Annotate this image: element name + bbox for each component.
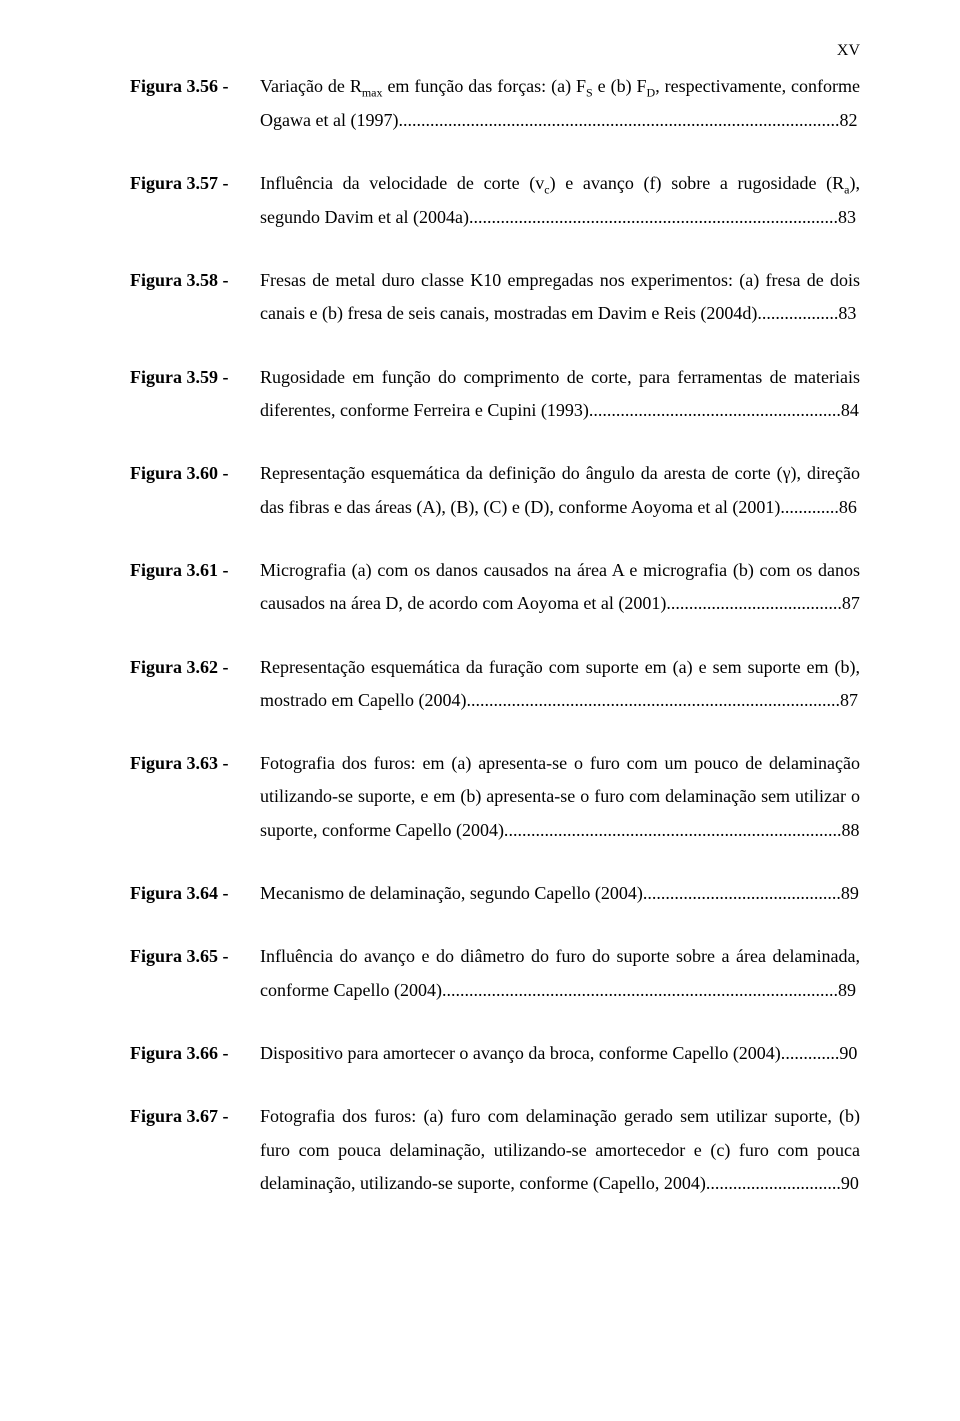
leader-dots: ........................................… <box>471 690 840 710</box>
figure-label: Figura 3.56 - <box>130 70 260 137</box>
figure-label: Figura 3.63 - <box>130 747 260 847</box>
figure-description: Fresas de metal duro classe K10 empregad… <box>260 264 860 331</box>
leader-dots: ................. <box>762 303 839 323</box>
figure-page-ref: 86 <box>839 497 857 517</box>
figure-label: Figura 3.66 - <box>130 1037 260 1070</box>
figure-entry: Figura 3.60 - Representação esquemática … <box>130 457 860 524</box>
figure-entry: Figura 3.65 - Influência do avanço e do … <box>130 940 860 1007</box>
figure-description: Influência do avanço e do diâmetro do fu… <box>260 940 860 1007</box>
figure-desc-text: Mecanismo de delaminação, segundo Capell… <box>260 883 647 903</box>
figure-description: Mecanismo de delaminação, segundo Capell… <box>260 877 860 910</box>
figure-desc-text: Representação esquemática da definição d… <box>260 463 860 516</box>
leader-dots: ............................. <box>710 1173 841 1193</box>
figure-desc-text: Dispositivo para amortecer o avanço da b… <box>260 1043 785 1063</box>
leader-dots: ........................................… <box>593 400 841 420</box>
figure-entry: Figura 3.57 - Influência da velocidade d… <box>130 167 860 234</box>
figure-entry: Figura 3.64 - Mecanismo de delaminação, … <box>130 877 860 910</box>
figure-label: Figura 3.57 - <box>130 167 260 234</box>
figure-page-ref: 83 <box>838 303 856 323</box>
leader-dots: ........................................… <box>508 820 841 840</box>
leader-dots: ........................................… <box>473 207 838 227</box>
figure-description: Dispositivo para amortecer o avanço da b… <box>260 1037 860 1070</box>
figure-entry: Figura 3.62 - Representação esquemática … <box>130 651 860 718</box>
figure-page-ref: 87 <box>840 690 858 710</box>
figure-description: Rugosidade em função do comprimento de c… <box>260 361 860 428</box>
figure-label: Figura 3.59 - <box>130 361 260 428</box>
figure-description: Variação de Rmax em função das forças: (… <box>260 70 860 137</box>
figure-page-ref: 88 <box>841 820 859 840</box>
figure-description: Representação esquemática da furação com… <box>260 651 860 718</box>
figure-page-ref: 90 <box>839 1043 857 1063</box>
figure-description: Micrografia (a) com os danos causados na… <box>260 554 860 621</box>
figure-page-ref: 82 <box>839 110 857 130</box>
leader-dots: ............ <box>785 1043 839 1063</box>
figure-label: Figura 3.67 - <box>130 1100 260 1200</box>
figure-page-ref: 87 <box>842 593 860 613</box>
figure-description: Representação esquemática da definição d… <box>260 457 860 524</box>
figure-label: Figura 3.64 - <box>130 877 260 910</box>
figure-page-ref: 83 <box>838 207 856 227</box>
figure-entry: Figura 3.67 - Fotografia dos furos: (a) … <box>130 1100 860 1200</box>
leader-dots: ........................................… <box>647 883 841 903</box>
figure-page-ref: 90 <box>841 1173 859 1193</box>
figure-entry: Figura 3.59 - Rugosidade em função do co… <box>130 361 860 428</box>
figure-description: Fotografia dos furos: em (a) apresenta-s… <box>260 747 860 847</box>
figure-label: Figura 3.61 - <box>130 554 260 621</box>
page-number: XV <box>837 42 860 60</box>
leader-dots: ............ <box>785 497 839 517</box>
figure-entry: Figura 3.66 - Dispositivo para amortecer… <box>130 1037 860 1070</box>
figure-page-ref: 84 <box>841 400 859 420</box>
figure-description: Influência da velocidade de corte (vc) e… <box>260 167 860 234</box>
figure-page-ref: 89 <box>838 980 856 1000</box>
figure-list: Figura 3.56 - Variação de Rmax em função… <box>130 70 860 1200</box>
leader-dots: ...................................... <box>671 593 842 613</box>
figure-label: Figura 3.65 - <box>130 940 260 1007</box>
figure-label: Figura 3.58 - <box>130 264 260 331</box>
figure-page-ref: 89 <box>841 883 859 903</box>
leader-dots: ........................................… <box>446 980 838 1000</box>
figure-entry: Figura 3.63 - Fotografia dos furos: em (… <box>130 747 860 847</box>
figure-label: Figura 3.62 - <box>130 651 260 718</box>
figure-entry: Figura 3.58 - Fresas de metal duro class… <box>130 264 860 331</box>
leader-dots: ........................................… <box>403 110 840 130</box>
figure-label: Figura 3.60 - <box>130 457 260 524</box>
figure-entry: Figura 3.56 - Variação de Rmax em função… <box>130 70 860 137</box>
figure-entry: Figura 3.61 - Micrografia (a) com os dan… <box>130 554 860 621</box>
figure-description: Fotografia dos furos: (a) furo com delam… <box>260 1100 860 1200</box>
